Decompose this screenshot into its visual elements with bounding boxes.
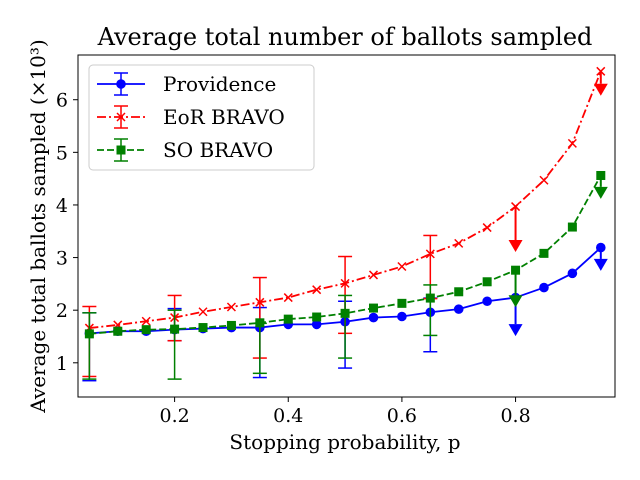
legend: Providence EoR BRAVO SO BRAVO (88, 64, 315, 171)
data-point (116, 79, 126, 89)
arrow-head (508, 324, 523, 337)
data-point-stroke (425, 249, 435, 259)
data-point (511, 265, 521, 275)
y-axis: 1 2 3 4 5 6 (56, 90, 78, 375)
data-point (368, 303, 378, 313)
data-point (255, 297, 265, 307)
data-point (312, 312, 322, 322)
data-point (198, 307, 208, 317)
y-tick-label: 4 (56, 195, 68, 217)
data-point-stroke (141, 316, 151, 326)
data-point (511, 202, 521, 212)
data-point (283, 314, 293, 324)
x-axis-label: Stopping probability, p (229, 430, 460, 454)
legend-item: Providence (97, 72, 276, 96)
y-axis-label: Average total ballots sampled (×10³) (26, 39, 50, 413)
data-point (397, 311, 407, 322)
arrow-head (593, 186, 608, 199)
data-point (397, 261, 407, 272)
data-point (226, 320, 236, 330)
chart-title: Average total number of ballots sampled (97, 23, 593, 51)
data-point (567, 268, 578, 279)
x-axis: 0.2 0.4 0.6 0.8 (159, 397, 531, 427)
data-point (539, 282, 549, 293)
plot-content (82, 66, 608, 382)
data-point (312, 285, 322, 295)
data-point (454, 287, 464, 297)
arrow-head (508, 239, 523, 252)
data-point-stroke (226, 302, 236, 312)
data-point-stroke (539, 175, 549, 185)
legend-frame (88, 64, 315, 171)
data-point-stroke (511, 202, 521, 212)
legend-item: SO BRAVO (97, 138, 273, 162)
x-tick-label: 0.6 (387, 405, 417, 427)
data-point-stroke (397, 261, 407, 272)
y-tick-label: 1 (56, 353, 68, 375)
data-point (397, 298, 407, 308)
y-tick-label: 3 (56, 248, 68, 270)
data-point (596, 66, 606, 76)
y-tick-label: 5 (56, 142, 68, 164)
data-point-stroke (368, 270, 379, 280)
plot-frame (77, 54, 616, 398)
data-point-stroke (596, 66, 606, 76)
data-point (368, 312, 379, 323)
legend-label: SO BRAVO (163, 138, 273, 162)
data-point (482, 277, 492, 287)
data-point (595, 242, 606, 253)
data-point (596, 170, 606, 180)
data-point (226, 302, 236, 312)
data-point (425, 293, 435, 303)
arrow-head (593, 83, 608, 96)
data-point (340, 278, 350, 288)
data-point (340, 308, 350, 318)
data-point (567, 138, 577, 148)
series-so-bravo (82, 170, 608, 380)
data-point-stroke (198, 307, 208, 317)
data-point (283, 293, 293, 303)
data-point-stroke (340, 278, 350, 288)
data-point (170, 324, 180, 334)
data-point (255, 318, 265, 328)
data-point (368, 270, 379, 280)
data-point (198, 323, 208, 333)
data-point (113, 326, 123, 336)
data-point (482, 223, 492, 233)
data-point-stroke (283, 293, 293, 303)
data-point (425, 249, 435, 259)
data-point (116, 112, 126, 122)
y-tick-label: 2 (56, 300, 68, 322)
data-point (567, 222, 577, 232)
legend-item: EoR BRAVO (97, 105, 285, 129)
data-point (539, 248, 549, 258)
data-point-stroke (567, 138, 577, 148)
data-point (141, 316, 151, 326)
x-tick-label: 0.4 (273, 405, 303, 427)
data-point (482, 296, 492, 307)
y-tick-label: 6 (56, 90, 68, 112)
x-tick-label: 0.2 (159, 405, 189, 427)
data-point-stroke (116, 112, 126, 122)
data-point-stroke (482, 223, 492, 233)
data-point (141, 325, 151, 335)
data-point-stroke (454, 238, 464, 248)
data-point (539, 175, 549, 185)
x-tick-label: 0.8 (500, 405, 530, 427)
data-point-stroke (312, 285, 322, 295)
data-point-stroke (255, 297, 265, 307)
legend-label: Providence (163, 72, 276, 96)
arrow-head (593, 258, 608, 271)
data-point (116, 145, 126, 155)
data-point (84, 329, 94, 339)
legend-label: EoR BRAVO (163, 105, 285, 129)
data-point (454, 238, 464, 248)
data-point (453, 304, 464, 314)
arrow-head (508, 295, 523, 308)
